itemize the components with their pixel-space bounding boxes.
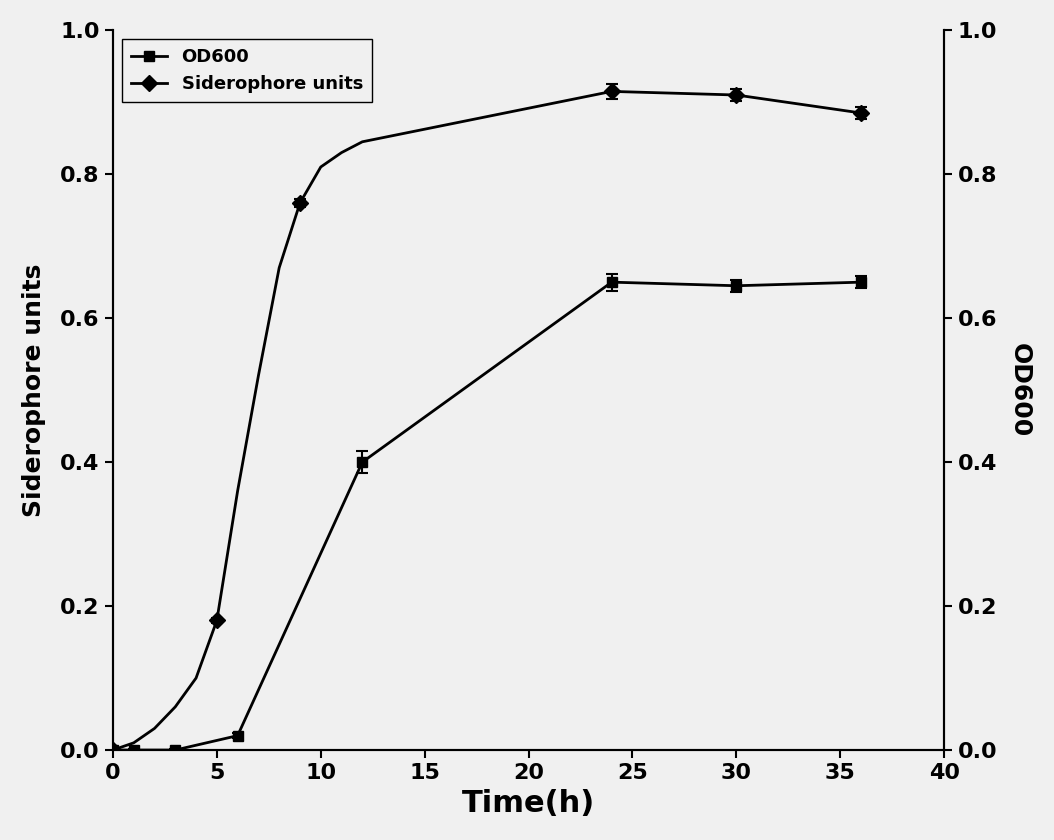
Siderophore units <box>855 108 867 118</box>
Siderophore units <box>231 486 243 496</box>
Siderophore units <box>314 162 327 172</box>
OD600 <box>106 745 119 755</box>
Siderophore units <box>335 148 348 158</box>
OD600 <box>855 277 867 287</box>
Siderophore units <box>294 198 307 208</box>
Siderophore units <box>149 723 161 733</box>
Siderophore units <box>730 90 743 100</box>
OD600 <box>128 745 140 755</box>
X-axis label: Time(h): Time(h) <box>462 789 596 818</box>
Siderophore units <box>211 616 223 626</box>
OD600 <box>730 281 743 291</box>
Y-axis label: OD600: OD600 <box>1008 343 1032 438</box>
OD600 <box>169 745 181 755</box>
Line: OD600: OD600 <box>109 277 866 755</box>
Siderophore units <box>252 370 265 381</box>
OD600 <box>231 731 243 741</box>
OD600 <box>605 277 618 287</box>
Siderophore units <box>190 673 202 683</box>
Siderophore units <box>605 87 618 97</box>
Y-axis label: Siderophore units: Siderophore units <box>22 264 46 517</box>
Line: Siderophore units: Siderophore units <box>108 86 866 756</box>
OD600 <box>356 457 369 467</box>
Siderophore units <box>169 701 181 711</box>
Siderophore units <box>273 263 286 273</box>
Legend: OD600, Siderophore units: OD600, Siderophore units <box>122 39 372 102</box>
Siderophore units <box>128 738 140 748</box>
Siderophore units <box>106 745 119 755</box>
Siderophore units <box>356 137 369 147</box>
